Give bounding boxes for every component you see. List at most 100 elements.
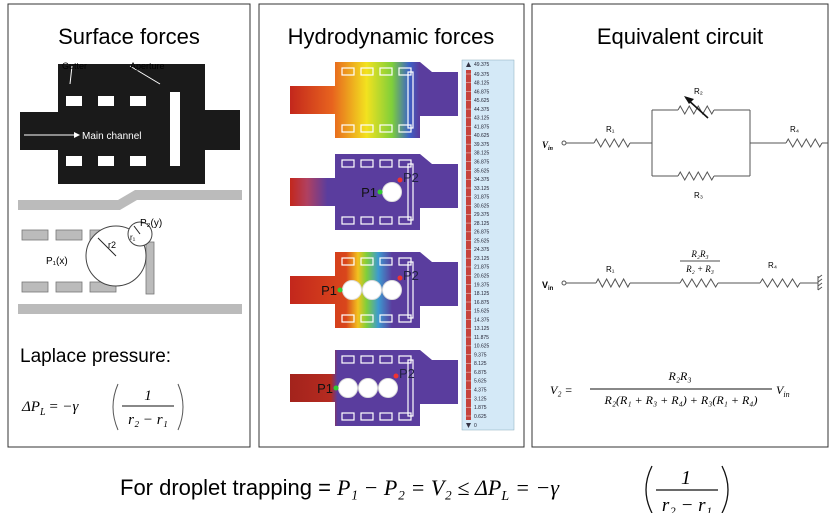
label: R₂ (694, 87, 703, 96)
colorbar-label: 33.125 (474, 186, 490, 192)
colorbar-label: 24.375 (474, 247, 490, 253)
label: R₁ (606, 125, 615, 134)
colorbar-label: 28.125 (474, 221, 490, 227)
label: P₂(y) (140, 218, 162, 229)
denominator: R₂(R₁ + R₃ + R₄) + R₃(R₁ + R₄) (604, 393, 758, 407)
label: R₁ (606, 265, 615, 274)
factor-sub: in (783, 390, 789, 399)
colorbar-label: 36.875 (474, 159, 490, 165)
colorbar-label: 16.875 (474, 300, 490, 306)
colorbar-label: 25.625 (474, 238, 490, 244)
p2-label: P2 (403, 268, 419, 283)
colorbar-label: 49.375 (474, 62, 490, 68)
colorbar-label: 30.625 (474, 203, 490, 209)
colorbar-label: 10.625 (474, 344, 490, 350)
colorbar-label: 23.125 (474, 256, 490, 262)
panel-title: Hydrodynamic forces (288, 24, 495, 49)
terminal (562, 141, 566, 145)
footer-expression: P₁ − P₂ = V₂ ≤ ΔP (336, 475, 501, 500)
colorbar-label: 9.375 (474, 352, 487, 358)
equation: V₂ = (550, 383, 573, 397)
label: R₃ (694, 191, 703, 200)
eq-part: ΔP (21, 399, 40, 415)
colorbar-label: 43.125 (474, 116, 490, 122)
label: Gutter (62, 61, 87, 71)
paren (646, 466, 652, 513)
footer: For droplet trapping =P₁ − P₂ = V₂ ≤ ΔPL… (120, 475, 560, 504)
p1-label: P1 (321, 283, 337, 298)
pillar (98, 156, 114, 166)
eq-part: = −γ (49, 399, 80, 415)
p1-label: P1 (317, 381, 333, 396)
colorbar-label: 29.375 (474, 212, 490, 218)
colorbar-label: 39.375 (474, 142, 490, 148)
wall (18, 304, 242, 314)
denominator: r₂ − r₁ (662, 495, 712, 513)
colorbar-strip (466, 70, 471, 420)
label: r2 (108, 240, 116, 250)
droplet (363, 281, 382, 300)
colorbar-label: 11.875 (474, 335, 489, 341)
colorbar-label: 21.875 (474, 265, 490, 271)
colorbar-label: 20.625 (474, 273, 490, 279)
colorbar-label: 34.375 (474, 177, 490, 183)
point-p2 (398, 276, 403, 281)
numerator: R₂R₃ (667, 369, 691, 383)
point-p2 (398, 178, 403, 183)
label: R₄ (790, 125, 799, 134)
pillar (130, 96, 146, 106)
paren (722, 466, 728, 513)
footer-prefix: For droplet trapping = (120, 475, 331, 500)
point-p1 (378, 190, 383, 195)
colorbar-label: 3.125 (474, 396, 487, 402)
colorbar-label: 1.875 (474, 405, 487, 411)
colorbar-label: 0.625 (474, 414, 487, 420)
point-p1 (338, 288, 343, 293)
droplet (379, 379, 398, 398)
droplet (343, 281, 362, 300)
footer-rhs: = −γ (515, 475, 560, 500)
point-p1 (334, 386, 339, 391)
droplet (339, 379, 358, 398)
colorbar-label: 8.125 (474, 361, 487, 367)
droplet (383, 183, 402, 202)
heading: Laplace pressure: (20, 346, 171, 367)
droplet (383, 281, 402, 300)
colorbar-label: 35.625 (474, 168, 490, 174)
colorbar-label: 19.375 (474, 282, 490, 288)
colorbar-label: 13.125 (474, 326, 490, 332)
label: P₁(x) (46, 256, 68, 267)
p1-label: P1 (361, 185, 377, 200)
colorbar-label: 46.875 (474, 89, 490, 95)
panel-title: Equivalent circuit (597, 24, 763, 49)
droplet (359, 379, 378, 398)
pillar (130, 156, 146, 166)
denominator: R₂ + R₃ (685, 264, 714, 274)
label: r₁ (130, 233, 136, 242)
colorbar-label: 44.375 (474, 107, 490, 113)
footer-sub: L (500, 489, 509, 504)
vin-sub: in (548, 286, 554, 292)
p2-label: P2 (399, 366, 415, 381)
figure: Surface forces Gutter Aperture Main chan… (0, 0, 832, 513)
colorbar-label: 15.625 (474, 309, 490, 315)
terminal (562, 281, 566, 285)
point-p2 (394, 374, 399, 379)
pillar (66, 96, 82, 106)
numerator: 1 (681, 467, 691, 489)
numerator: R₂R₃ (690, 249, 708, 259)
eq-sub: L (39, 407, 46, 418)
label: Main channel (82, 131, 141, 142)
pillar (98, 96, 114, 106)
numerator: 1 (144, 388, 152, 404)
p2-label: P2 (403, 170, 419, 185)
colorbar-label: 18.125 (474, 291, 490, 297)
label: Aperture (130, 61, 165, 71)
colorbar-label: 0 (474, 423, 477, 429)
colorbar-label: 4.375 (474, 387, 487, 393)
panel-title: Surface forces (58, 24, 200, 49)
colorbar-label: 38.125 (474, 151, 490, 157)
colorbar-label: 31.875 (474, 195, 490, 201)
colorbar-label: 26.875 (474, 230, 490, 236)
colorbar-label: 6.875 (474, 370, 487, 376)
